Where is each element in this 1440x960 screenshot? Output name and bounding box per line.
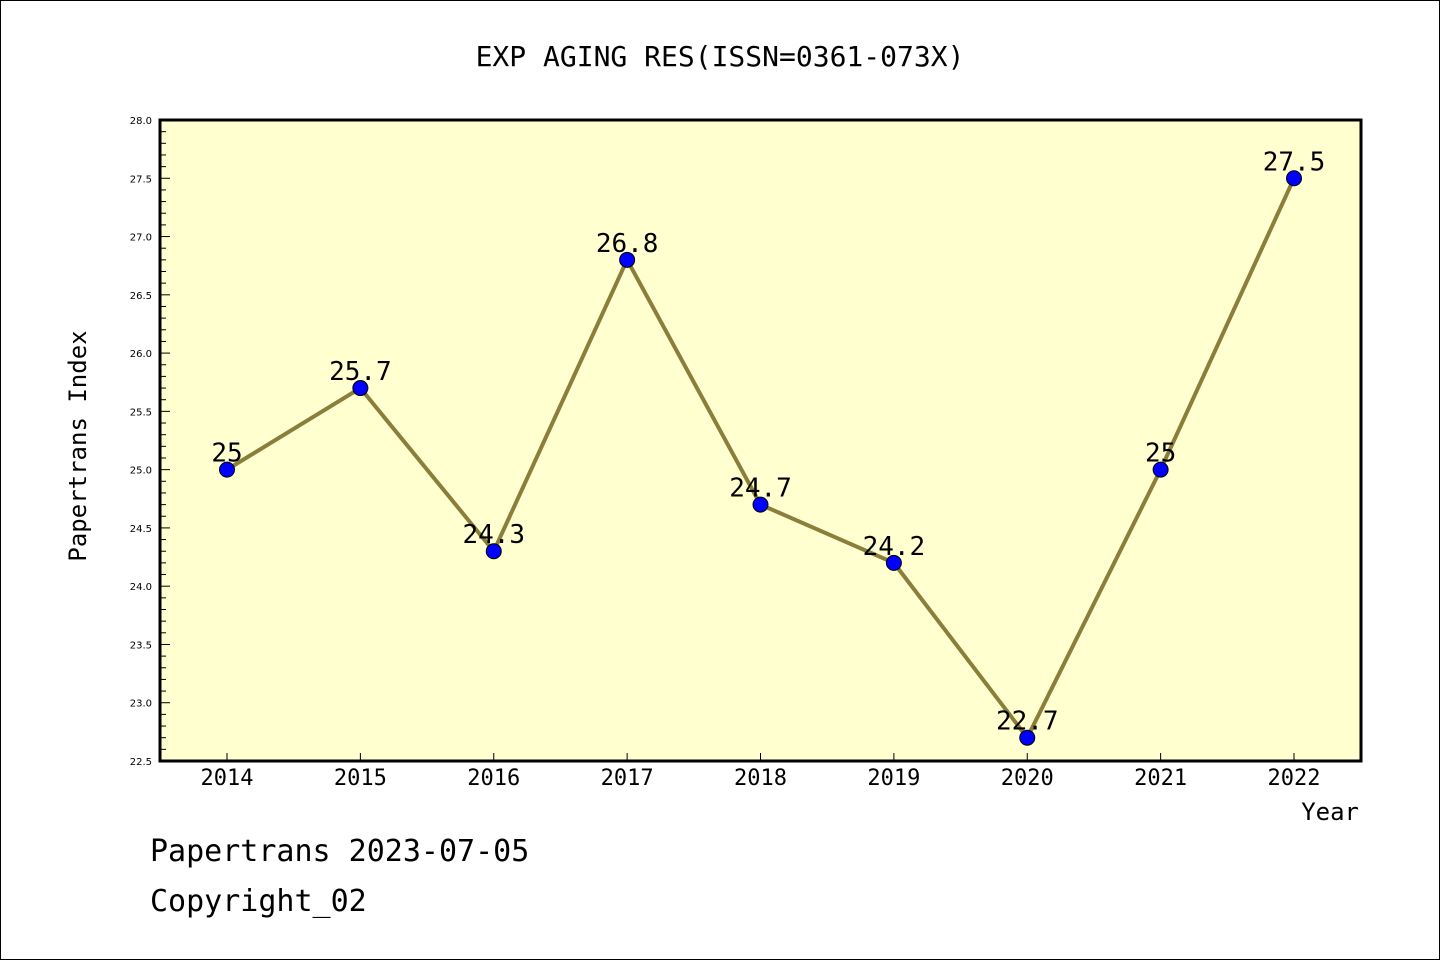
data-label: 22.7 (996, 707, 1059, 737)
data-label: 25.7 (329, 357, 392, 387)
data-point (1019, 729, 1036, 746)
data-label: 24.2 (863, 532, 926, 562)
data-point (485, 543, 502, 560)
y-tick-label: 22.5 (130, 757, 152, 768)
x-axis-ticks: 2014 2015 2016 2017 2018 2019 2020 2021 2022 (201, 753, 1321, 791)
chart-title: EXP AGING RES(ISSN=0361-073X) (476, 40, 965, 73)
footer-date-text: Papertrans 2023-07-05 (150, 834, 530, 869)
data-label: 25 (211, 439, 242, 469)
data-point (219, 461, 235, 478)
y-tick-label: 27.0 (130, 233, 152, 244)
x-tick-label: 2016 (467, 766, 520, 791)
plot-area (160, 120, 1361, 761)
y-tick-label: 25.5 (130, 407, 152, 418)
y-tick-label: 25.0 (130, 466, 152, 477)
x-tick-label: 2015 (334, 766, 387, 791)
data-label: 24.7 (729, 474, 792, 504)
y-tick-label: 23.0 (130, 699, 152, 710)
data-label: 24.3 (462, 520, 525, 550)
x-axis-label: Year (1301, 798, 1359, 826)
data-point (1152, 461, 1169, 478)
x-tick-label: 2019 (867, 766, 920, 791)
y-tick-label: 27.5 (130, 174, 152, 185)
y-tick-label: 23.5 (130, 640, 152, 651)
x-tick-label: 2020 (1001, 766, 1054, 791)
data-labels: 25 25.7 24.3 26.8 24.7 24.2 22.7 25 27.5 (211, 147, 1325, 736)
data-point (1286, 170, 1302, 187)
x-tick-label: 2018 (734, 766, 787, 791)
y-tick-label: 24.0 (130, 582, 152, 593)
plot-border (158, 118, 1363, 763)
data-point (752, 496, 769, 513)
data-label: 26.8 (596, 229, 659, 259)
y-tick-label: 26.0 (130, 349, 152, 360)
x-tick-label: 2022 (1268, 766, 1321, 791)
y-tick-label: 28.0 (130, 116, 152, 127)
y-tick-label: 24.5 (130, 524, 152, 535)
data-label: 25 (1145, 439, 1176, 469)
y-axis-label: Papertrans Index (64, 330, 92, 561)
data-point (619, 251, 636, 268)
data-markers (219, 170, 1302, 746)
x-tick-label: 2014 (201, 766, 254, 791)
footer-copyright-text: Copyright_02 (150, 884, 367, 919)
x-tick-label: 2021 (1134, 766, 1187, 791)
x-tick-label: 2017 (601, 766, 654, 791)
data-point (352, 380, 369, 397)
data-label: 27.5 (1263, 147, 1326, 177)
data-point (885, 554, 902, 571)
y-tick-label: 26.5 (130, 291, 152, 302)
